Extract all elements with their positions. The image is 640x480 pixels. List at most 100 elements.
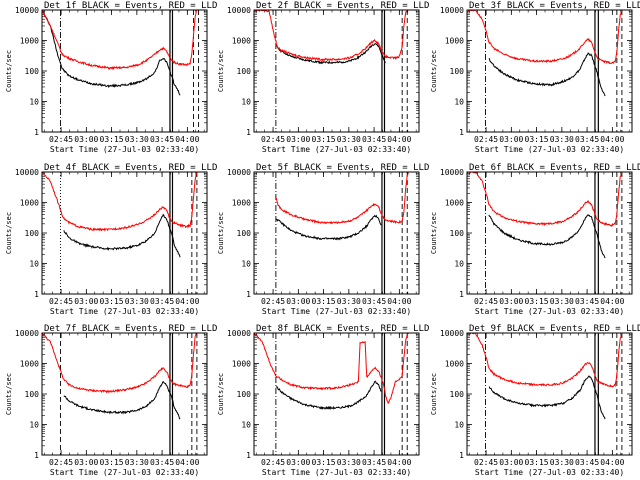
y-axis-label: Counts/sec xyxy=(430,50,438,92)
x-tick-label: 03:15 xyxy=(100,297,124,306)
panel-det-1: Det 1f BLACK = Events, RED = LLD Counts/s… xyxy=(5,1,217,154)
y-tick-label: 10 xyxy=(454,421,464,430)
panel-det-7: Det 7f BLACK = Events, RED = LLD Counts/s… xyxy=(5,324,217,477)
x-axis-label: Start Time (27-Jul-03 02:33:40) xyxy=(475,307,624,316)
panel-det-9: Det 9f BLACK = Events, RED = LLD Counts/s… xyxy=(430,324,640,477)
y-tick-label: 1 xyxy=(459,128,464,137)
y-tick-label: 10 xyxy=(454,98,464,107)
x-tick-label: 03:30 xyxy=(125,297,149,306)
y-tick-label: 1 xyxy=(459,290,464,299)
panel-title: Det 7f BLACK = Events, RED = LLD xyxy=(44,324,217,334)
plot-frame xyxy=(466,171,633,295)
y-axis-label: Counts/sec xyxy=(430,373,438,415)
x-tick-label: 02:45 xyxy=(261,135,285,144)
y-tick-label: 1000 xyxy=(445,37,464,46)
x-tick-label: 03:45 xyxy=(575,458,599,467)
x-tick-label: 03:15 xyxy=(100,135,124,144)
plot-frame xyxy=(253,332,420,456)
series-line-lld xyxy=(42,10,198,71)
plot-frame xyxy=(253,171,420,295)
y-axis-label: Counts/sec xyxy=(5,212,13,254)
x-tick-label: 03:30 xyxy=(125,135,149,144)
x-tick-label: 03:45 xyxy=(362,135,386,144)
x-tick-label: 03:15 xyxy=(525,458,549,467)
y-tick-label: 1000 xyxy=(20,37,39,46)
y-tick-label: 1000 xyxy=(20,199,39,208)
x-tick-label: 02:45 xyxy=(474,135,498,144)
x-tick-label: 03:45 xyxy=(362,458,386,467)
y-axis-label: Counts/sec xyxy=(217,373,225,415)
y-tick-label: 10000 xyxy=(15,6,39,15)
panel-title: Det 6f BLACK = Events, RED = LLD xyxy=(469,163,640,173)
y-tick-label: 10 xyxy=(241,98,251,107)
y-tick-label: 10000 xyxy=(440,168,464,177)
x-tick-label: 03:15 xyxy=(312,297,336,306)
series-line-events xyxy=(275,214,382,241)
x-axis-label: Start Time (27-Jul-03 02:33:40) xyxy=(262,145,411,154)
series-line-lld xyxy=(467,10,623,65)
x-tick-label: 02:45 xyxy=(474,297,498,306)
x-tick-label: 03:00 xyxy=(499,135,523,144)
y-axis-label: Counts/sec xyxy=(217,50,225,92)
plot-data xyxy=(467,10,623,132)
x-tick-label: 03:00 xyxy=(286,135,310,144)
y-tick-label: 10 xyxy=(454,260,464,269)
y-tick-label: 100 xyxy=(237,67,252,76)
y-tick-label: 10 xyxy=(29,260,39,269)
series-line-events xyxy=(488,214,606,259)
y-axis-label: Counts/sec xyxy=(5,50,13,92)
panel-title: Det 4f BLACK = Events, RED = LLD xyxy=(44,163,217,173)
y-tick-label: 1 xyxy=(246,290,251,299)
series-line-events xyxy=(488,52,606,97)
plot-data xyxy=(42,172,198,294)
x-axis-label: Start Time (27-Jul-03 02:33:40) xyxy=(50,307,199,316)
y-tick-label: 1000 xyxy=(232,37,251,46)
x-tick-label: 03:15 xyxy=(525,135,549,144)
series-line-lld xyxy=(254,10,409,62)
y-tick-label: 1000 xyxy=(445,360,464,369)
y-tick-label: 1 xyxy=(34,128,39,137)
x-tick-label: 03:30 xyxy=(550,135,574,144)
y-tick-label: 10 xyxy=(29,421,39,430)
y-tick-label: 100 xyxy=(450,67,465,76)
panel-title: Det 5f BLACK = Events, RED = LLD xyxy=(256,163,429,173)
y-tick-label: 1 xyxy=(246,128,251,137)
plot-frame xyxy=(466,332,633,456)
x-tick-label: 04:00 xyxy=(600,135,624,144)
series-line-events xyxy=(275,42,386,65)
plot-data xyxy=(275,172,410,294)
x-tick-label: 03:00 xyxy=(74,135,98,144)
x-tick-label: 02:45 xyxy=(261,297,285,306)
y-tick-label: 100 xyxy=(237,390,252,399)
x-tick-label: 03:45 xyxy=(150,297,174,306)
x-tick-label: 03:30 xyxy=(550,458,574,467)
x-tick-label: 03:45 xyxy=(150,458,174,467)
y-tick-label: 1 xyxy=(34,290,39,299)
x-tick-label: 03:00 xyxy=(499,458,523,467)
x-tick-label: 04:00 xyxy=(600,297,624,306)
y-tick-label: 1 xyxy=(459,451,464,460)
x-tick-label: 03:15 xyxy=(525,297,549,306)
y-tick-label: 10 xyxy=(29,98,39,107)
y-axis-label: Counts/sec xyxy=(217,212,225,254)
series-line-lld xyxy=(275,172,410,225)
x-tick-label: 03:15 xyxy=(100,458,124,467)
series-line-events xyxy=(63,380,181,420)
panel-title: Det 2f BLACK = Events, RED = LLD xyxy=(256,1,429,11)
x-tick-label: 03:30 xyxy=(337,458,361,467)
y-tick-label: 100 xyxy=(237,229,252,238)
plot-data xyxy=(254,10,409,132)
x-axis-label: Start Time (27-Jul-03 02:33:40) xyxy=(50,145,199,154)
x-tick-label: 03:45 xyxy=(575,297,599,306)
x-tick-label: 04:00 xyxy=(387,135,411,144)
series-line-lld xyxy=(42,333,198,394)
x-tick-label: 03:00 xyxy=(74,297,98,306)
x-tick-label: 03:30 xyxy=(550,297,574,306)
series-line-lld xyxy=(467,172,623,228)
plot-frame xyxy=(41,332,208,456)
y-tick-label: 1000 xyxy=(20,360,39,369)
plot-data xyxy=(42,333,198,455)
series-line-events xyxy=(275,380,382,411)
x-axis-label: Start Time (27-Jul-03 02:33:40) xyxy=(475,468,624,477)
